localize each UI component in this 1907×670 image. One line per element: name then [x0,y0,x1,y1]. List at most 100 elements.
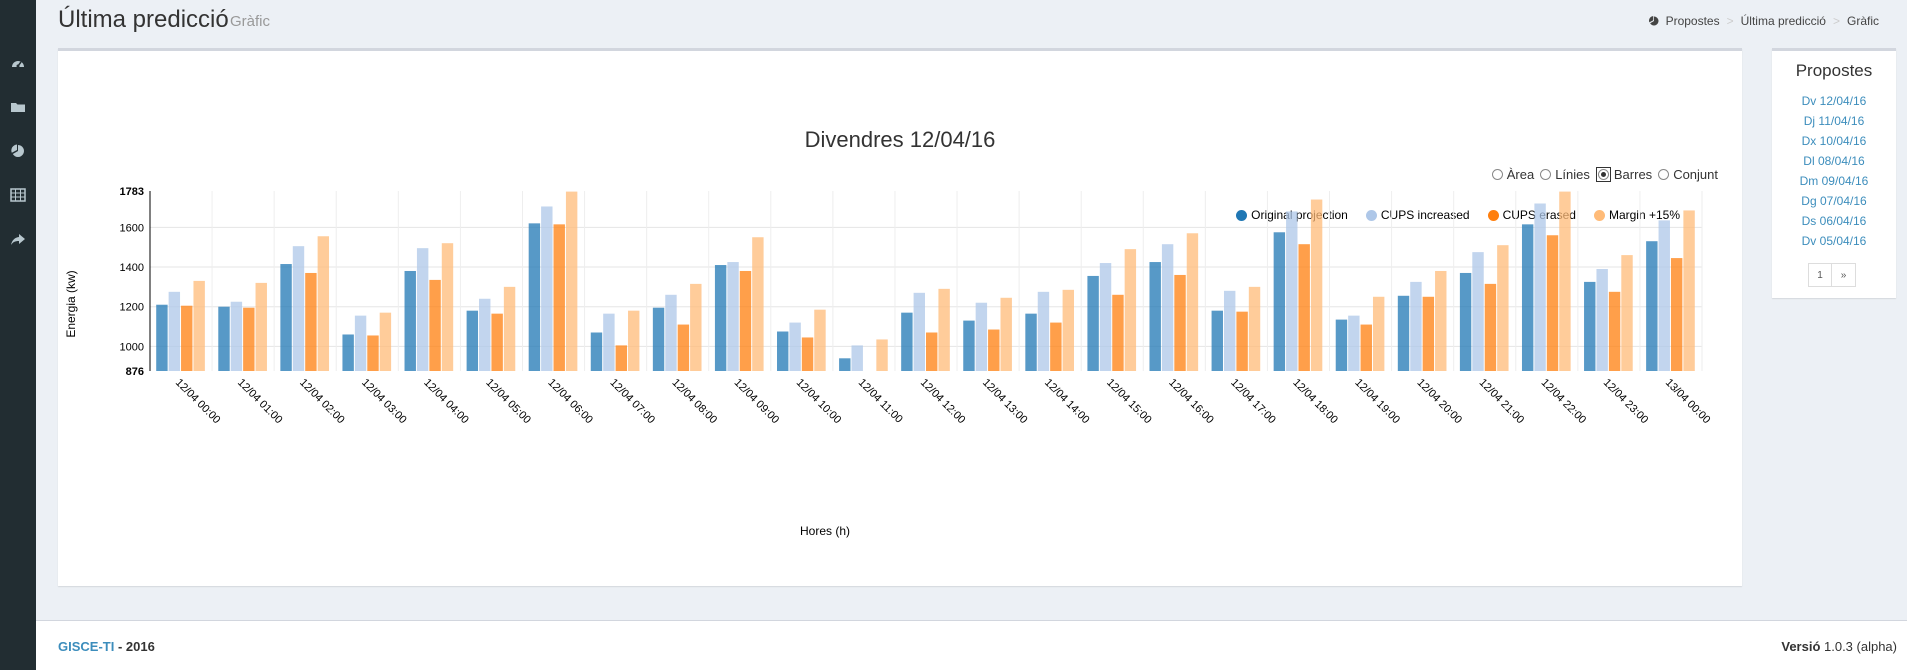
bar-cups-erased [1422,296,1435,371]
bar-cups-increased [479,298,491,371]
legend-dot [1487,209,1499,221]
x-tick-label: 12/04 16:00 [1166,377,1216,427]
bar-cups-increased [230,301,243,371]
radio-bars[interactable] [1597,169,1609,180]
x-tick-label: 12/04 05:00 [483,377,533,427]
bar-cups-increased [416,248,429,371]
proposal-link[interactable]: Dv 12/04/16 [1801,94,1867,108]
bar-cups-increased [1161,244,1174,371]
footer: GISCE-TI - 2016 Versió 1.0.3 (alpha) [36,620,1907,670]
bar-cups-erased [429,279,441,371]
bar-cups-increased [665,294,677,371]
bar-cups-erased [1298,244,1310,371]
share-icon[interactable] [10,231,26,247]
breadcrumb-grafic: Gràfic [1846,14,1879,28]
bar-original-projection [280,264,292,371]
bar-margin-15- [379,312,392,371]
x-tick-label: 12/04 17:00 [1228,377,1278,427]
breadcrumb-propostes[interactable]: Propostes [1665,14,1720,28]
bar-margin-15- [255,282,267,371]
chart-title: Divendres 12/04/16 [804,127,996,152]
bar-cups-erased [739,270,752,371]
folder-icon[interactable] [10,99,26,115]
bar-cups-increased [851,345,863,371]
bar-original-projection [1025,313,1037,371]
proposal-link[interactable]: Dg 07/04/16 [1801,194,1867,208]
bar-cups-increased [1658,220,1670,371]
footer-year: - 2016 [114,639,155,654]
bar-cups-increased [1099,263,1112,371]
bar-original-projection [1149,262,1161,371]
bar-margin-15- [690,283,702,371]
pagination: 1 » [1808,263,1856,287]
x-tick-label: 12/04 19:00 [1352,377,1402,427]
bar-original-projection [342,334,354,371]
bar-cups-increased [913,292,925,371]
bar-cups-erased [1546,235,1559,371]
proposals-panel: Propostes Dv 12/04/16 Dj 11/04/16 Dx 10/… [1772,48,1896,298]
bar-cups-erased [305,272,317,371]
proposal-link[interactable]: Dx 10/04/16 [1801,134,1867,148]
proposal-link[interactable]: Dm 09/04/16 [1799,174,1869,188]
x-tick-label: 12/04 08:00 [670,377,720,427]
bar-original-projection [714,265,727,371]
pie-chart-icon[interactable] [10,143,26,159]
bar-cups-erased [1236,311,1248,371]
proposal-link[interactable]: Ds 06/04/16 [1801,214,1867,228]
radio-set[interactable] [1658,169,1670,180]
x-tick-label: 12/04 15:00 [1104,377,1154,427]
legend-cups-increased[interactable]: CUPS increased [1365,208,1470,222]
bar-cups-increased [1534,203,1546,371]
chart-type-set[interactable]: Conjunt [1658,167,1718,182]
next-page-button[interactable]: » [1832,263,1856,287]
y-tick-label: 1600 [120,222,144,234]
x-tick-label: 12/04 21:00 [1477,377,1527,427]
chart-legend: Original projection CUPS increased CUPS … [1236,208,1680,222]
footer-brand-link[interactable]: GISCE-TI [58,639,115,654]
bar-cups-increased [168,291,181,371]
version-label: Versió [1781,639,1821,654]
radio-lines[interactable] [1540,169,1552,180]
bar-margin-15- [1559,191,1571,371]
x-tick-label: 12/04 03:00 [359,377,409,427]
bar-cups-erased [1050,322,1062,371]
bar-cups-increased [789,322,801,371]
breadcrumb-ultima-prediccio[interactable]: Última predicció [1740,14,1826,28]
legend-margin[interactable]: Margin +15% [1593,208,1680,222]
bar-cups-increased [975,302,988,371]
bar-margin-15- [1497,245,1509,371]
page-1-button[interactable]: 1 [1808,263,1832,287]
bar-cups-erased [1174,274,1186,371]
x-tick-label: 12/04 04:00 [421,377,471,427]
bar-cups-erased [801,337,814,371]
chart-type-lines[interactable]: Línies [1540,167,1590,182]
proposal-link[interactable]: Dv 05/04/16 [1801,234,1867,248]
breadcrumb-separator: > [1832,14,1840,28]
bar-margin-15- [876,339,888,371]
x-tick-label: 12/04 22:00 [1539,377,1589,427]
y-tick-label: 1400 [120,262,144,274]
proposal-link[interactable]: Dl 08/04/16 [1803,154,1865,168]
bar-original-projection [1459,272,1472,371]
chart-type-bars[interactable]: Barres [1595,167,1652,182]
proposal-link[interactable]: Dj 11/04/16 [1803,114,1865,128]
y-tick-label: 1200 [120,302,144,314]
bar-original-projection [777,331,789,371]
x-tick-label: 12/04 20:00 [1415,377,1465,427]
bar-cups-increased [1037,291,1050,371]
bar-original-projection [901,312,913,371]
x-tick-label: 12/04 01:00 [235,377,285,427]
bar-margin-15- [1621,255,1633,371]
sidebar [0,0,36,670]
radio-area[interactable] [1491,169,1503,180]
dashboard-icon[interactable] [10,56,26,72]
chart-type-area[interactable]: Àrea [1491,167,1534,182]
proposals-title: Propostes [1795,61,1873,80]
legend-original-projection[interactable]: Original projection [1236,208,1348,222]
x-tick-label: 12/04 13:00 [980,377,1030,427]
x-axis-label: Hores (h) [800,524,850,538]
table-icon[interactable] [10,187,26,203]
bar-cups-erased [1360,324,1372,371]
bar-margin-15- [1000,297,1012,371]
bar-original-projection [1273,232,1286,371]
